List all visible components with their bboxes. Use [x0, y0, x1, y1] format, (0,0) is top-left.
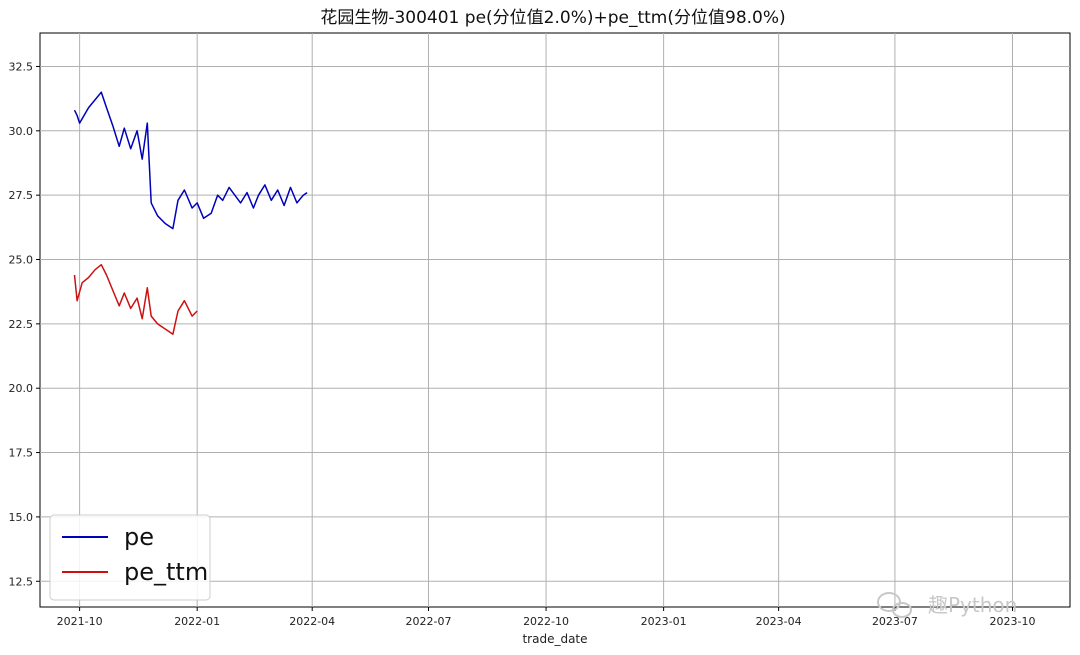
chart-title: 花园生物-300401 pe(分位值2.0%)+pe_ttm(分位值98.0%)	[320, 8, 785, 28]
series-lines	[73, 91, 308, 335]
legend-label-pe: pe	[124, 523, 154, 551]
x-tick-label: 2023-10	[990, 615, 1036, 628]
x-tick-label: 2022-01	[174, 615, 220, 628]
y-tick-label: 25.0	[9, 254, 34, 267]
y-tick-label: 12.5	[9, 575, 34, 588]
watermark-text: 趣Python	[928, 593, 1017, 617]
y-tick-label: 17.5	[9, 447, 34, 460]
x-tick-label: 2023-01	[641, 615, 687, 628]
y-tick-label: 15.0	[9, 511, 34, 524]
series-line-pe	[73, 91, 308, 230]
x-tick-label: 2023-04	[756, 615, 802, 628]
legend: pe pe_ttm	[49, 514, 211, 601]
wechat-icon	[877, 592, 912, 618]
y-tick-label: 30.0	[9, 125, 34, 138]
y-tick-label: 27.5	[9, 189, 34, 202]
legend-label-pe-ttm: pe_ttm	[124, 558, 208, 586]
x-tick-label: 2021-10	[57, 615, 103, 628]
y-tick-label: 22.5	[9, 318, 34, 331]
x-tick-label: 2022-10	[523, 615, 569, 628]
series-line-pe-ttm	[73, 263, 198, 335]
x-tick-label: 2022-07	[406, 615, 452, 628]
y-tick-label: 32.5	[9, 60, 34, 73]
y-axis: 12.5 15.0 17.5 20.0 22.5 25.0 27.5 30.0 32.5	[9, 60, 40, 588]
x-axis-label: trade_date	[522, 632, 587, 646]
x-axis: 2021-10 2022-01 2022-04 2022-07 2022-10 2023-…	[57, 607, 1036, 628]
x-tick-label: 2022-04	[289, 615, 335, 628]
y-tick-label: 20.0	[9, 382, 34, 395]
x-tick-label: 2023-07	[872, 615, 918, 628]
plot-area	[39, 32, 1071, 608]
grid	[40, 33, 1070, 607]
watermark: 趣Python	[877, 592, 1017, 618]
